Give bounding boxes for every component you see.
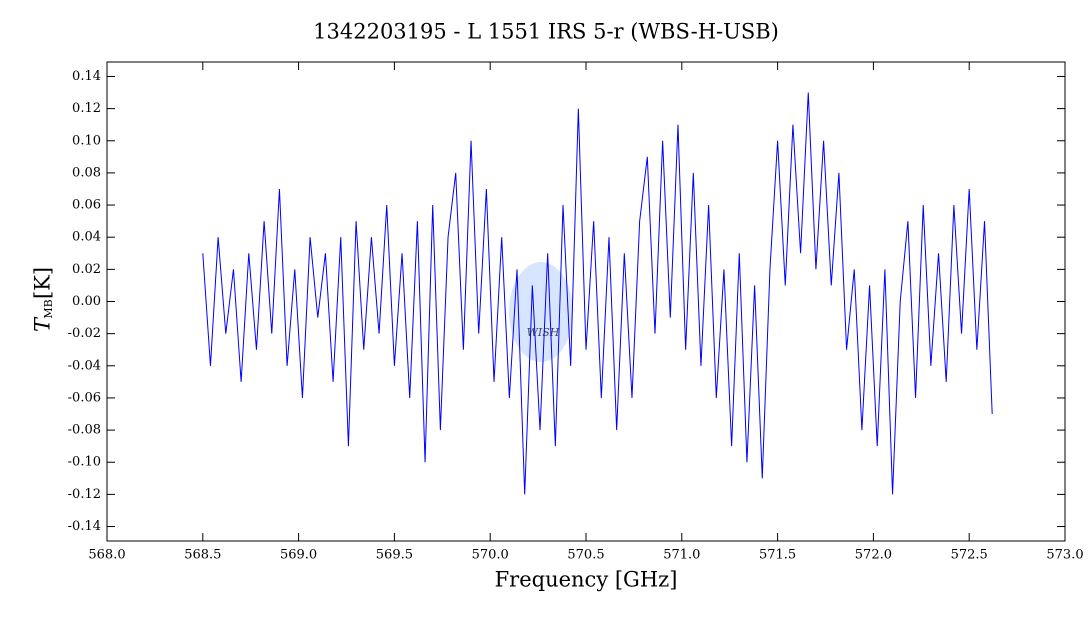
x-tick-label: 572.0 <box>855 548 892 563</box>
y-tick-label: -0.02 <box>68 326 101 341</box>
y-tick-label: -0.12 <box>68 487 101 502</box>
x-tick-label: 569.5 <box>376 548 413 563</box>
y-tick-label: -0.14 <box>68 519 101 534</box>
y-tick-label: 0.04 <box>72 230 101 245</box>
watermark: WISH <box>527 326 560 339</box>
x-tick-label: 573.0 <box>1046 548 1083 563</box>
y-tick-label: -0.08 <box>68 423 101 438</box>
y-tick-label: -0.06 <box>68 390 101 405</box>
x-tick-label: 571.5 <box>759 548 796 563</box>
y-tick-label: 0.06 <box>72 198 101 213</box>
y-tick-label: -0.10 <box>68 455 101 470</box>
watermark-logo <box>509 262 573 362</box>
y-tick-label: 0.02 <box>72 262 101 277</box>
x-tick-label: 568.5 <box>184 548 221 563</box>
x-tick-label: 570.0 <box>472 548 509 563</box>
spectrum-line <box>202 92 993 495</box>
y-label-subscript: MB <box>42 299 55 318</box>
x-axis-label: Frequency [GHz] <box>495 568 678 592</box>
y-tick-label: 0.00 <box>72 294 101 309</box>
x-tick-label: 568.0 <box>88 548 125 563</box>
y-axis-label: T MB [K] <box>31 267 56 332</box>
chart-title: 1342203195 - L 1551 IRS 5-r (WBS-H-USB) <box>313 20 779 44</box>
x-tick-label: 570.5 <box>567 548 604 563</box>
y-label-symbol: T <box>31 316 55 332</box>
y-tick-label: 0.12 <box>72 101 101 116</box>
y-tick-label: -0.04 <box>68 358 101 373</box>
y-tick-label: 0.08 <box>72 165 101 180</box>
y-label-unit: [K] <box>31 267 55 299</box>
plot-frame <box>106 61 1066 542</box>
x-tick-label: 571.0 <box>663 548 700 563</box>
x-tick-label: 572.5 <box>951 548 988 563</box>
y-tick-label: 0.10 <box>72 133 101 148</box>
y-tick-label: 0.14 <box>72 69 101 84</box>
x-tick-label: 569.0 <box>280 548 317 563</box>
